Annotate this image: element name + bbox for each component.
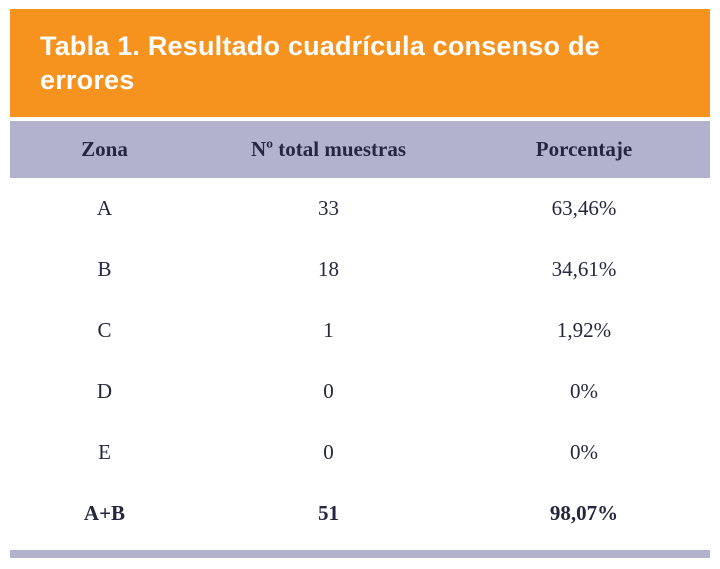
porcentaje-cell: 34,61% [458, 239, 710, 300]
table-row: B 18 34,61% [10, 239, 710, 300]
porcentaje-cell: 1,92% [458, 300, 710, 361]
column-header-zona: Zona [10, 121, 199, 178]
table-row: D 0 0% [10, 361, 710, 422]
table-header-row: Zona Nº total muestras Porcentaje [10, 121, 710, 178]
table-row: C 1 1,92% [10, 300, 710, 361]
total-cell: 1 [199, 300, 458, 361]
column-header-total-muestras: Nº total muestras [199, 121, 458, 178]
zona-cell: A [10, 178, 199, 239]
table-row: A 33 63,46% [10, 178, 710, 239]
total-cell: 18 [199, 239, 458, 300]
bottom-divider-strip [10, 550, 710, 558]
zona-cell: C [10, 300, 199, 361]
results-table: Zona Nº total muestras Porcentaje A 33 6… [10, 121, 710, 544]
porcentaje-cell: 0% [458, 361, 710, 422]
table-title: Tabla 1. Resultado cuadrícula consenso d… [40, 31, 600, 95]
table-row-total: A+B 51 98,07% [10, 483, 710, 544]
total-cell: 51 [199, 483, 458, 544]
porcentaje-cell: 98,07% [458, 483, 710, 544]
zona-cell: B [10, 239, 199, 300]
total-cell: 0 [199, 361, 458, 422]
column-header-porcentaje: Porcentaje [458, 121, 710, 178]
total-cell: 0 [199, 422, 458, 483]
zona-cell: A+B [10, 483, 199, 544]
total-cell: 33 [199, 178, 458, 239]
table-title-band: Tabla 1. Resultado cuadrícula consenso d… [10, 9, 710, 117]
zona-cell: D [10, 361, 199, 422]
porcentaje-cell: 0% [458, 422, 710, 483]
porcentaje-cell: 63,46% [458, 178, 710, 239]
zona-cell: E [10, 422, 199, 483]
table-row: E 0 0% [10, 422, 710, 483]
